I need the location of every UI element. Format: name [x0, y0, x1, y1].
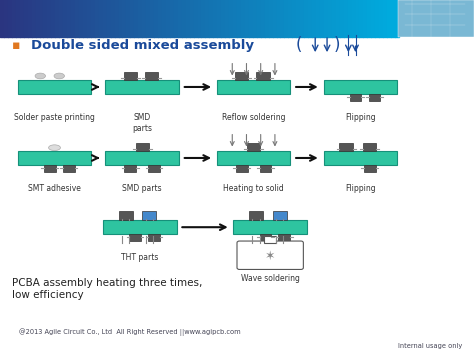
Text: Flipping: Flipping	[345, 113, 375, 122]
Text: Reflow soldering: Reflow soldering	[222, 113, 285, 122]
Text: PCBA assembly heating three times,: PCBA assembly heating three times,	[12, 278, 202, 288]
FancyBboxPatch shape	[339, 143, 353, 151]
FancyBboxPatch shape	[118, 211, 133, 220]
FancyBboxPatch shape	[136, 143, 149, 151]
FancyBboxPatch shape	[273, 211, 287, 220]
Text: Flipping: Flipping	[345, 184, 375, 193]
FancyBboxPatch shape	[129, 234, 141, 241]
Text: THT parts: THT parts	[121, 253, 158, 262]
FancyBboxPatch shape	[124, 165, 136, 172]
FancyBboxPatch shape	[364, 165, 375, 172]
FancyBboxPatch shape	[148, 234, 160, 241]
Text: ▪: ▪	[12, 39, 20, 51]
Text: low efficiency: low efficiency	[12, 290, 83, 300]
FancyBboxPatch shape	[323, 80, 397, 94]
FancyBboxPatch shape	[236, 165, 247, 172]
Text: Heating to solid: Heating to solid	[223, 184, 284, 193]
Text: @2013 Agile Circuit Co., Ltd  All Right Reserved ||www.agipcb.com: @2013 Agile Circuit Co., Ltd All Right R…	[19, 328, 241, 336]
FancyBboxPatch shape	[148, 165, 160, 172]
FancyBboxPatch shape	[256, 72, 270, 80]
Text: SMT adhesive: SMT adhesive	[28, 184, 81, 193]
Text: Wave soldering: Wave soldering	[241, 274, 300, 283]
FancyBboxPatch shape	[259, 234, 271, 241]
Ellipse shape	[54, 73, 64, 79]
Text: SMD
parts: SMD parts	[132, 113, 152, 133]
Text: (: (	[295, 36, 302, 54]
FancyBboxPatch shape	[350, 94, 361, 101]
FancyBboxPatch shape	[235, 72, 248, 80]
Text: Internal usage only: Internal usage only	[398, 343, 462, 349]
FancyBboxPatch shape	[124, 72, 137, 80]
FancyBboxPatch shape	[145, 72, 158, 80]
FancyBboxPatch shape	[264, 236, 276, 243]
Text: Double sided mixed assembly: Double sided mixed assembly	[31, 39, 254, 51]
Ellipse shape	[35, 73, 46, 79]
FancyBboxPatch shape	[249, 211, 263, 220]
Text: ✶: ✶	[265, 250, 275, 263]
Ellipse shape	[49, 145, 61, 151]
FancyBboxPatch shape	[217, 80, 290, 94]
FancyBboxPatch shape	[103, 220, 176, 234]
FancyBboxPatch shape	[18, 151, 91, 165]
FancyBboxPatch shape	[142, 211, 156, 220]
FancyBboxPatch shape	[369, 94, 380, 101]
FancyBboxPatch shape	[63, 165, 75, 172]
FancyBboxPatch shape	[398, 0, 474, 37]
FancyBboxPatch shape	[217, 151, 290, 165]
FancyBboxPatch shape	[105, 151, 179, 165]
FancyBboxPatch shape	[247, 143, 260, 151]
FancyBboxPatch shape	[260, 165, 272, 172]
FancyBboxPatch shape	[323, 151, 397, 165]
FancyBboxPatch shape	[279, 234, 290, 241]
FancyBboxPatch shape	[233, 220, 307, 234]
FancyBboxPatch shape	[363, 143, 376, 151]
FancyBboxPatch shape	[18, 80, 91, 94]
FancyBboxPatch shape	[237, 241, 303, 269]
FancyBboxPatch shape	[44, 165, 56, 172]
FancyBboxPatch shape	[105, 80, 179, 94]
Text: SMD parts: SMD parts	[122, 184, 162, 193]
Text: ): )	[333, 36, 340, 54]
Text: Solder paste printing: Solder paste printing	[14, 113, 95, 122]
